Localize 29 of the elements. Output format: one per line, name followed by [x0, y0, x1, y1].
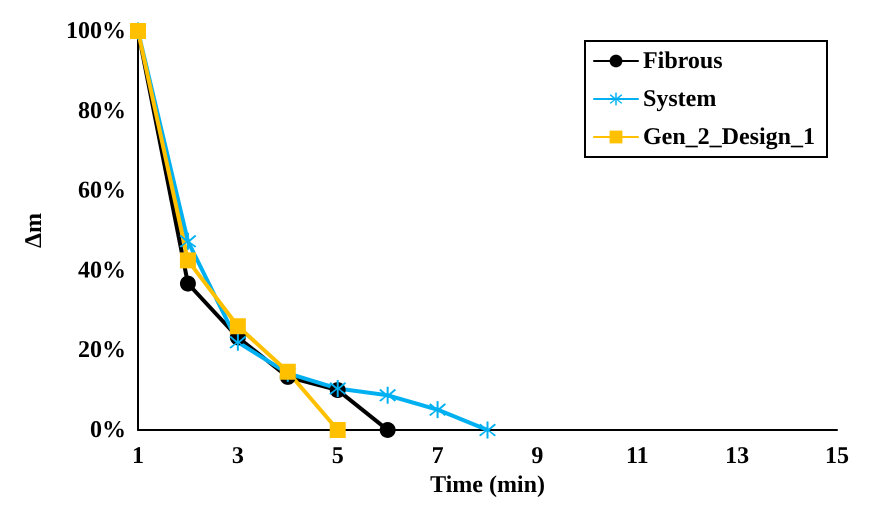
point — [180, 276, 196, 292]
x-tick-label: 1 — [132, 443, 144, 469]
point — [229, 334, 246, 351]
x-tick-label: 11 — [626, 443, 649, 469]
point — [179, 232, 196, 250]
y-tick-label: 100% — [66, 18, 126, 44]
legend-label: System — [642, 86, 716, 112]
y-tick-label: 80% — [78, 98, 126, 124]
point — [180, 252, 196, 268]
x-tick-label: 15 — [825, 443, 849, 469]
x-tick-label: 9 — [531, 443, 544, 469]
y-tick-label: 60% — [78, 178, 126, 204]
point — [429, 401, 446, 418]
y-tick-label: 20% — [78, 337, 126, 364]
x-tick-label: 5 — [332, 443, 344, 469]
x-tick-label: 13 — [725, 443, 750, 469]
x-tick-label: 3 — [232, 443, 244, 469]
x-axis-title: Time (min) — [430, 472, 545, 498]
legend-label: Fibrous — [642, 48, 723, 74]
point — [379, 386, 396, 404]
point — [479, 422, 496, 438]
y-tick-label: 40% — [78, 257, 126, 284]
point — [330, 422, 346, 438]
legend-label: Gen_2_Design_1 — [642, 124, 816, 150]
x-tick-label: 7 — [432, 443, 444, 469]
y-axis-title: Δm — [21, 212, 47, 248]
point — [230, 318, 246, 334]
y-tick-label: 0% — [90, 417, 126, 443]
point — [380, 422, 396, 438]
